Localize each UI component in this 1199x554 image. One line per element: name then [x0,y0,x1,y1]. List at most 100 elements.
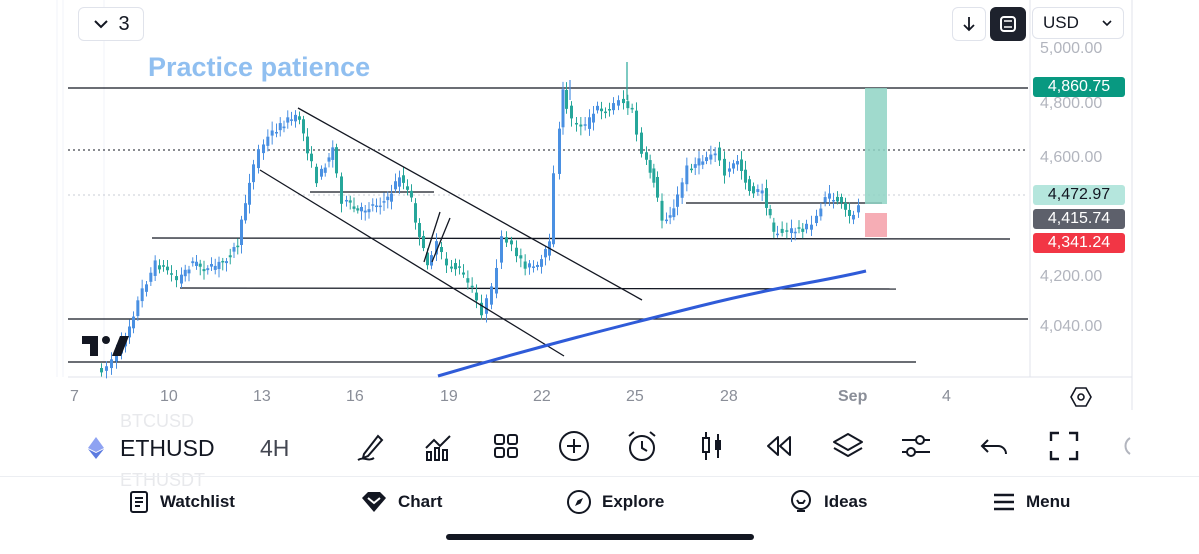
layout-selector[interactable]: 3 [78,7,144,41]
candle-body [532,266,535,268]
candle-body [128,326,131,338]
nav-menu[interactable]: Menu [992,488,1070,516]
candle-body [398,177,401,187]
candle-body [690,168,693,171]
layers-icon[interactable] [830,428,866,464]
nav-ideas[interactable]: Ideas [788,488,867,516]
settings-sliders-icon[interactable] [898,428,934,464]
alarm-icon[interactable] [624,428,660,464]
ethereum-icon [88,437,104,459]
replay-icon[interactable] [760,428,796,464]
nav-chart[interactable]: Chart [360,488,442,516]
candle-body [768,208,772,216]
candle-body [367,209,371,213]
fullscreen-icon[interactable] [1046,428,1082,464]
candle-body [170,273,173,275]
nav-label: Menu [1026,492,1071,511]
candle-body [440,247,443,253]
candle-body [744,169,747,183]
candle-body [110,359,113,369]
chart-settings-icon[interactable] [1070,386,1092,408]
candle-body [718,147,721,161]
stop-price-label: 4,341.24 [1033,233,1125,253]
candle-body [162,265,165,267]
candle-body [536,264,539,267]
candle-body [315,166,318,184]
candle-body [198,263,202,267]
candle-body [622,98,625,104]
candle-body [515,247,518,257]
candle-body [604,111,607,114]
candle-body [656,176,659,198]
chevron-down-icon [1102,20,1112,27]
candle-body [232,247,236,252]
candle-body [790,228,793,234]
candle-body [352,206,356,209]
symbol-name[interactable]: ETHUSD [120,435,215,461]
candle-body [785,230,789,232]
price-tick: 5,000.00 [1040,40,1103,57]
flag-line [423,211,441,263]
current-price-label: 4,472.97 [1033,185,1125,205]
date-tick: 25 [626,388,644,405]
currency-selector[interactable]: USD [1032,7,1124,39]
candle-body [206,268,210,271]
candle-body [780,228,784,233]
candle-body [857,205,860,213]
undo-icon[interactable] [976,428,1012,464]
candle-body [612,103,615,111]
candle-body [454,263,457,270]
tradingview-logo [82,336,129,356]
candle-body [480,302,483,316]
candle-body [136,300,140,317]
candle-body [505,237,508,243]
price-tick: 4,040.00 [1040,318,1103,335]
candle-body [552,173,555,245]
date-tick: 19 [440,388,458,405]
candle-body [495,267,498,294]
nav-watchlist[interactable]: Watchlist [128,488,235,516]
candle-body [697,158,701,166]
interval-selector[interactable]: 4H [260,435,290,461]
candle-body [275,131,278,134]
candle-body [575,122,578,125]
candle-body [183,269,187,277]
add-icon[interactable] [556,428,592,464]
entry-price-label: 4,415.74 [1033,209,1125,229]
candle-body [466,278,470,283]
candle-body [430,255,433,266]
date-tick: Sep [838,388,868,405]
candle-body [202,269,206,272]
candle-body [672,208,676,218]
candle-body [382,201,386,203]
candle-body [191,261,195,264]
chevron-down-icon [94,20,109,29]
date-tick: 22 [533,388,551,405]
candle-body [736,161,739,165]
nav-label: Ideas [824,492,868,511]
snapshot-button[interactable] [990,7,1026,41]
candle-body [378,205,382,208]
candle-body [500,236,503,263]
candle-body [579,124,583,127]
grid-icon[interactable] [488,428,524,464]
candle-body [406,186,409,190]
candle-body [490,286,493,305]
indicators-icon[interactable] [420,428,456,464]
reward-zone [865,88,887,204]
candle-body [685,165,689,185]
candle-body [660,200,664,221]
candles-icon[interactable] [694,428,730,464]
chart-icon [362,492,386,512]
candle-body [485,298,488,314]
candle-body [801,228,805,232]
pen-icon[interactable] [354,428,390,464]
nav-explore[interactable]: Explore [566,488,664,516]
date-tick: 7 [70,388,79,405]
watchlist-icon [130,491,148,513]
candle-body [310,153,313,162]
risk-zone [865,213,887,237]
candle-body [240,219,243,245]
candle-body [262,144,265,154]
download-button[interactable] [952,7,986,41]
